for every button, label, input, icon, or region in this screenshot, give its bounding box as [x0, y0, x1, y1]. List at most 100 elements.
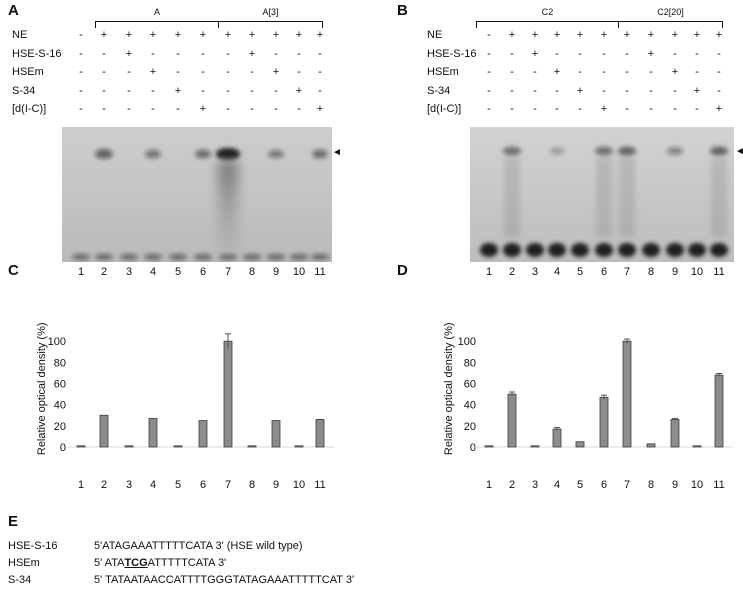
x-tick-label: 11 [314, 479, 325, 491]
x-tick-label: 9 [273, 479, 279, 491]
bar [148, 418, 158, 448]
bar [622, 340, 632, 448]
treatment-sign: + [715, 29, 723, 41]
gel-smear [504, 157, 520, 237]
group-label: A[3] [262, 7, 279, 17]
lane-number: 9 [272, 266, 280, 278]
treatment-sign: - [649, 103, 653, 115]
bar [223, 340, 233, 448]
gel-band [667, 147, 683, 155]
gel-band [503, 146, 521, 156]
lane-number: 3 [125, 266, 133, 278]
treatment-sign: + [693, 84, 701, 97]
treatment-sign: - [717, 84, 721, 97]
x-tick-label: 9 [672, 479, 678, 491]
treatment-sign: - [226, 47, 230, 60]
y-tick-label: 100 [48, 336, 66, 348]
gel-band [595, 146, 613, 156]
bar [646, 443, 656, 448]
free-probe-band [194, 254, 212, 260]
row-label: [d(I-C)] [427, 103, 462, 115]
y-tick-label: 20 [464, 421, 476, 433]
y-tick-label: 40 [464, 400, 476, 412]
gel-b-arrow: ◄ [735, 146, 743, 157]
treatment-sign: - [578, 103, 582, 115]
treatment-sign: + [149, 66, 157, 78]
treatment-sign: - [649, 84, 653, 97]
lane-number: 9 [671, 266, 679, 278]
sequence-text: 5' ATA [94, 557, 125, 569]
lane-number: 10 [292, 266, 306, 278]
lane-number: 4 [149, 266, 157, 278]
treatment-sign: - [250, 103, 254, 115]
sequence-line: HSE-S-16 5'ATAGAAATTTTTCATA 3' (HSE wild … [8, 540, 303, 552]
sequence-line: S-34 5' TATAATAACCATTTTGGGTATAGAAATTTTTCA… [8, 574, 354, 586]
gel-band [195, 149, 211, 159]
treatment-sign: - [250, 84, 254, 97]
bar [484, 445, 494, 448]
treatment-sign: + [671, 66, 679, 78]
treatment-sign: + [600, 103, 608, 115]
sequence-mutation: TCG [124, 557, 148, 569]
y-tick-label: 100 [458, 336, 476, 348]
treatment-sign: - [695, 66, 699, 78]
y-tick-label: 0 [470, 442, 476, 454]
gel-image-b [470, 127, 734, 262]
treatment-sign: - [226, 103, 230, 115]
treatment-sign: + [316, 29, 324, 41]
bar [124, 445, 134, 448]
treatment-sign: - [510, 66, 514, 78]
gel-image-a [62, 127, 332, 262]
lane-number: 3 [531, 266, 539, 278]
lane-number: 5 [174, 266, 182, 278]
treatment-sign: - [201, 84, 205, 97]
panel-d-letter: D [397, 262, 408, 279]
treatment-sign: - [127, 84, 131, 97]
sequence-name: HSEm [8, 557, 40, 569]
treatment-sign: - [487, 66, 491, 78]
free-probe-band [169, 254, 187, 260]
bar [575, 441, 585, 448]
treatment-sign: + [100, 29, 108, 41]
treatment-sign: + [199, 103, 207, 115]
treatment-sign: - [151, 47, 155, 60]
group-bracket [476, 21, 619, 28]
group-bracket [618, 21, 723, 28]
bar [670, 419, 680, 448]
treatment-sign: + [508, 29, 516, 41]
treatment-sign: + [174, 84, 182, 97]
bar [599, 396, 609, 448]
treatment-sign: + [316, 103, 324, 115]
treatment-sign: - [555, 47, 559, 60]
treatment-sign: + [647, 47, 655, 60]
treatment-sign: - [102, 103, 106, 115]
treatment-sign: - [102, 84, 106, 97]
treatment-sign: - [79, 47, 83, 60]
bar [530, 445, 540, 448]
treatment-sign: - [578, 47, 582, 60]
lane-number: 4 [553, 266, 561, 278]
gel-band [550, 147, 564, 155]
treatment-sign: - [487, 47, 491, 60]
free-probe-band [503, 243, 521, 257]
bar [76, 445, 86, 448]
treatment-sign: - [176, 47, 180, 60]
lane-number: 1 [77, 266, 85, 278]
treatment-sign: + [647, 29, 655, 41]
x-tick-label: 7 [225, 479, 231, 491]
bar [714, 374, 724, 448]
x-tick-label: 1 [78, 479, 84, 491]
treatment-sign: + [272, 29, 280, 41]
treatment-sign: + [125, 29, 133, 41]
treatment-sign: - [625, 103, 629, 115]
y-tick-label: 40 [54, 400, 66, 412]
treatment-sign: + [199, 29, 207, 41]
row-label: HSE-S-16 [427, 47, 477, 60]
y-tick-label: 0 [60, 442, 66, 454]
chart-d: 0 20 40 60 80 100 Relative optical density (%)… [390, 285, 743, 500]
gel-band [216, 148, 240, 160]
treatment-sign: + [224, 29, 232, 41]
treatment-sign: + [531, 29, 539, 41]
lane-number: 2 [100, 266, 108, 278]
